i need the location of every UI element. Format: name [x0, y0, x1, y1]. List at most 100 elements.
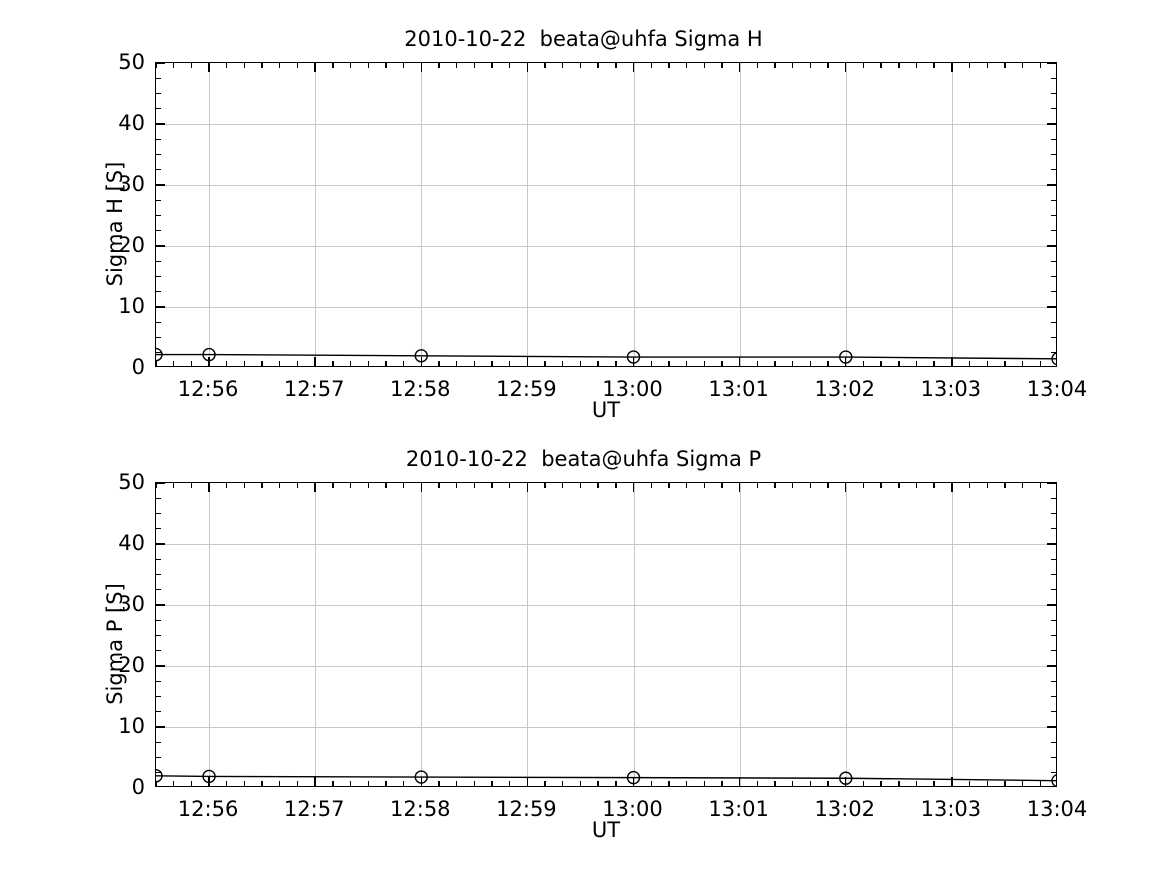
x-tick-major — [738, 483, 741, 492]
x-tick-major — [526, 63, 529, 72]
x-tick-minor — [615, 361, 617, 366]
gridline-vertical — [527, 63, 529, 366]
y-tick-minor — [1051, 321, 1056, 323]
y-tick-major — [156, 665, 165, 667]
x-tick-major — [845, 63, 847, 72]
y-tick-minor — [156, 92, 161, 95]
data-point-marker — [1051, 774, 1056, 786]
x-tick-minor — [880, 361, 882, 366]
gridlines-sigma-h — [156, 63, 1056, 366]
x-tick-label: 12:56 — [177, 797, 239, 821]
x-tick-label: 13:01 — [708, 377, 769, 401]
x-tick-minor — [332, 361, 334, 366]
tickmarks-sigma-p — [156, 483, 1056, 786]
y-tick-minor — [156, 772, 161, 774]
y-tick-label: 30 — [118, 172, 145, 196]
x-tick-minor — [509, 781, 511, 786]
y-tick-minor — [1051, 275, 1056, 278]
x-tick-minor — [455, 63, 458, 68]
gridline-vertical — [739, 63, 741, 366]
x-tick-minor — [402, 781, 405, 786]
y-tick-minor — [156, 680, 161, 682]
y-tick-minor — [1051, 619, 1056, 621]
x-tick-minor — [243, 483, 246, 488]
y-tick-major — [156, 306, 165, 308]
x-tick-minor — [491, 483, 493, 488]
x-tick-label: 12:59 — [496, 377, 557, 401]
x-tick-major — [420, 483, 422, 492]
x-tick-minor — [579, 781, 582, 786]
x-tick-major — [526, 483, 529, 492]
y-tick-minor — [156, 321, 161, 323]
x-tick-label: 13:04 — [1026, 797, 1088, 821]
x-tick-minor — [721, 361, 723, 366]
y-tick-minor — [156, 138, 161, 140]
x-tick-minor — [296, 483, 299, 488]
y-tick-major — [1047, 123, 1056, 125]
y-tick-minor — [1051, 741, 1056, 743]
x-tick-minor — [685, 361, 688, 366]
x-tick-minor — [933, 361, 935, 366]
x-tick-minor — [898, 63, 900, 68]
x-tick-label: 12:58 — [390, 797, 451, 821]
y-tick-minor — [1051, 589, 1056, 591]
y-tick-major — [1047, 245, 1056, 247]
x-tick-minor — [491, 781, 493, 786]
x-tick-minor — [721, 63, 723, 68]
x-tick-minor — [226, 781, 228, 786]
x-tick-minor — [544, 63, 546, 68]
x-tick-minor — [774, 63, 776, 68]
x-tick-minor — [1021, 361, 1024, 366]
x-tick-minor — [615, 63, 617, 68]
y-tick-minor — [1051, 772, 1056, 774]
data-point-marker — [202, 769, 216, 784]
gridline-vertical — [633, 483, 635, 786]
y-tick-label: 30 — [118, 592, 145, 616]
x-tick-minor — [332, 483, 334, 488]
x-tick-minor — [279, 781, 281, 786]
y-tick-major — [1047, 184, 1056, 186]
x-tick-minor — [156, 781, 157, 786]
x-tick-label: 13:00 — [602, 377, 663, 401]
gridline-vertical — [209, 483, 211, 786]
x-tick-minor — [703, 781, 705, 786]
x-tick-major — [314, 357, 316, 366]
x-tick-minor — [579, 63, 582, 68]
y-tick-major — [156, 726, 165, 728]
x-tick-minor — [226, 361, 228, 366]
gridline-horizontal — [156, 666, 1056, 667]
gridline-vertical — [951, 483, 953, 786]
x-tick-minor — [1039, 63, 1041, 68]
y-tick-label: 0 — [131, 775, 145, 799]
x-tick-major — [314, 777, 316, 786]
x-tick-minor — [243, 361, 246, 366]
x-tick-minor — [650, 361, 652, 366]
x-tick-minor — [279, 361, 281, 366]
x-tick-major — [208, 777, 210, 786]
x-tick-major — [420, 63, 422, 72]
x-tick-minor — [491, 361, 493, 366]
x-tick-minor — [968, 361, 971, 366]
y-tick-minor — [1051, 695, 1056, 698]
x-tick-minor — [862, 483, 865, 488]
x-tick-minor — [933, 483, 935, 488]
y-tick-major — [156, 604, 165, 606]
y-tick-minor — [1051, 214, 1056, 217]
x-tick-minor — [1004, 361, 1006, 366]
y-tick-minor — [1051, 573, 1056, 576]
data-point-marker — [1051, 352, 1056, 366]
x-tick-minor — [597, 483, 599, 488]
x-tick-minor — [367, 63, 369, 68]
x-tick-major — [632, 777, 635, 786]
x-tick-minor — [756, 63, 759, 68]
y-tick-major — [156, 483, 165, 484]
x-tick-minor — [1004, 781, 1006, 786]
x-tick-minor — [367, 361, 369, 366]
y-tick-label: 50 — [118, 50, 145, 74]
gridline-vertical — [739, 483, 741, 786]
x-tick-minor — [650, 63, 652, 68]
x-tick-major — [314, 483, 316, 492]
x-tick-minor — [349, 361, 352, 366]
x-tick-minor — [385, 483, 387, 488]
x-tick-label: 13:03 — [920, 797, 982, 821]
